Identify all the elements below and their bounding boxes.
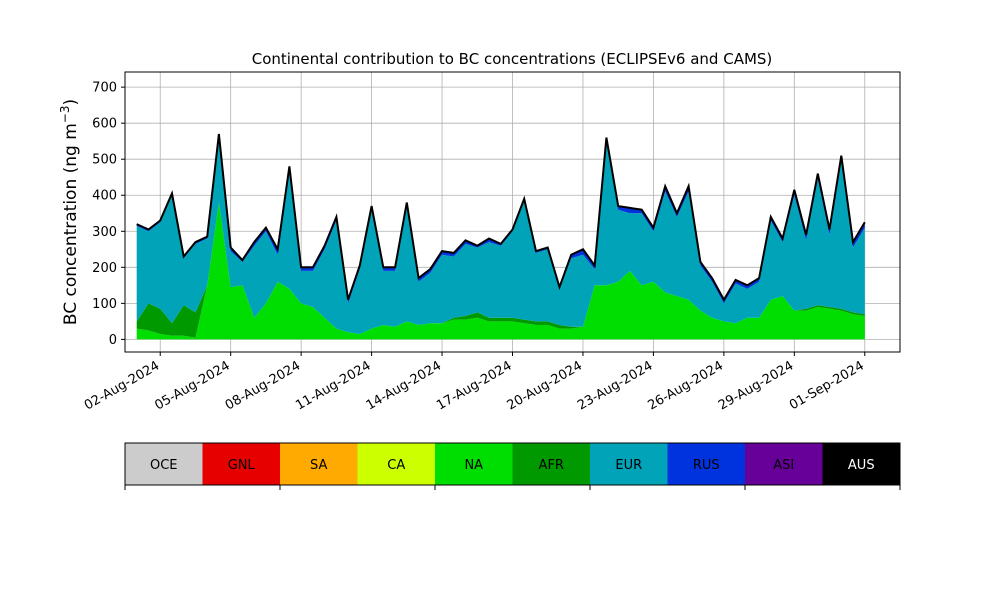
area-eur bbox=[136, 137, 865, 334]
y-axis-label: BC concentration (ng m−3) bbox=[58, 99, 81, 325]
legend-swatch-na bbox=[435, 443, 513, 485]
legend-swatch-oce bbox=[125, 443, 203, 485]
legend-label-ca: CA bbox=[387, 458, 405, 473]
y-tick-label: 700 bbox=[92, 81, 117, 96]
legend-swatch-sa bbox=[280, 443, 358, 485]
x-tick-label: 17-Aug-2024 bbox=[434, 358, 514, 413]
y-tick-label: 500 bbox=[92, 153, 117, 168]
legend: OCE GNL SA CA NA AFR EUR RUS ASI AUS bbox=[124, 442, 901, 490]
legend-frame bbox=[124, 442, 901, 486]
x-tick-label: 08-Aug-2024 bbox=[223, 358, 303, 413]
legend-label-na: NA bbox=[464, 458, 483, 473]
total-outline bbox=[136, 133, 866, 302]
legend-label-asi: ASI bbox=[773, 458, 794, 473]
legend-swatch-aus bbox=[822, 443, 900, 485]
x-tick-label: 29-Aug-2024 bbox=[716, 358, 796, 413]
legend-label-aus: AUS bbox=[848, 458, 875, 473]
y-tick-label: 600 bbox=[92, 117, 117, 132]
y-tick-label: 300 bbox=[92, 225, 117, 240]
legend-label-rus: RUS bbox=[693, 458, 720, 473]
y-axis-ticks: 0 100 200 300 400 500 600 700 bbox=[92, 81, 125, 348]
legend-swatch-asi bbox=[745, 443, 823, 485]
x-tick-label: 23-Aug-2024 bbox=[575, 358, 655, 413]
y-tick-label: 100 bbox=[92, 297, 117, 312]
chart-title: Continental contribution to BC concentra… bbox=[252, 50, 773, 68]
x-tick-label: 01-Sep-2024 bbox=[787, 358, 867, 413]
x-tick-label: 05-Aug-2024 bbox=[152, 358, 232, 413]
y-tick-label: 0 bbox=[109, 333, 117, 348]
y-axis-label-close: ) bbox=[61, 99, 81, 106]
y-tick-label: 400 bbox=[92, 189, 117, 204]
y-tick-label: 200 bbox=[92, 261, 117, 276]
x-axis-ticks: 02-Aug-202405-Aug-202408-Aug-202411-Aug-… bbox=[82, 352, 867, 414]
x-tick-label: 02-Aug-2024 bbox=[82, 358, 162, 413]
legend-label-eur: EUR bbox=[615, 458, 642, 473]
y-axis-label-exponent: −3 bbox=[58, 105, 72, 123]
y-axis-label-main: BC concentration (ng m bbox=[61, 123, 81, 325]
legend-swatch-gnl bbox=[202, 443, 280, 485]
x-tick-label: 11-Aug-2024 bbox=[293, 358, 373, 413]
stacked-areas bbox=[136, 134, 865, 340]
legend-label-sa: SA bbox=[310, 458, 327, 473]
x-tick-label: 14-Aug-2024 bbox=[364, 358, 444, 413]
legend-swatch-afr bbox=[512, 443, 590, 485]
legend-label-oce: OCE bbox=[150, 458, 178, 473]
legend-label-afr: AFR bbox=[539, 458, 564, 473]
area-na bbox=[136, 202, 865, 340]
legend-swatch-eur bbox=[590, 443, 668, 485]
legend-swatch-ca bbox=[357, 443, 435, 485]
x-tick-label: 26-Aug-2024 bbox=[646, 358, 726, 413]
legend-swatch-rus bbox=[667, 443, 745, 485]
legend-label-gnl: GNL bbox=[228, 458, 256, 473]
x-tick-label: 20-Aug-2024 bbox=[505, 358, 585, 413]
